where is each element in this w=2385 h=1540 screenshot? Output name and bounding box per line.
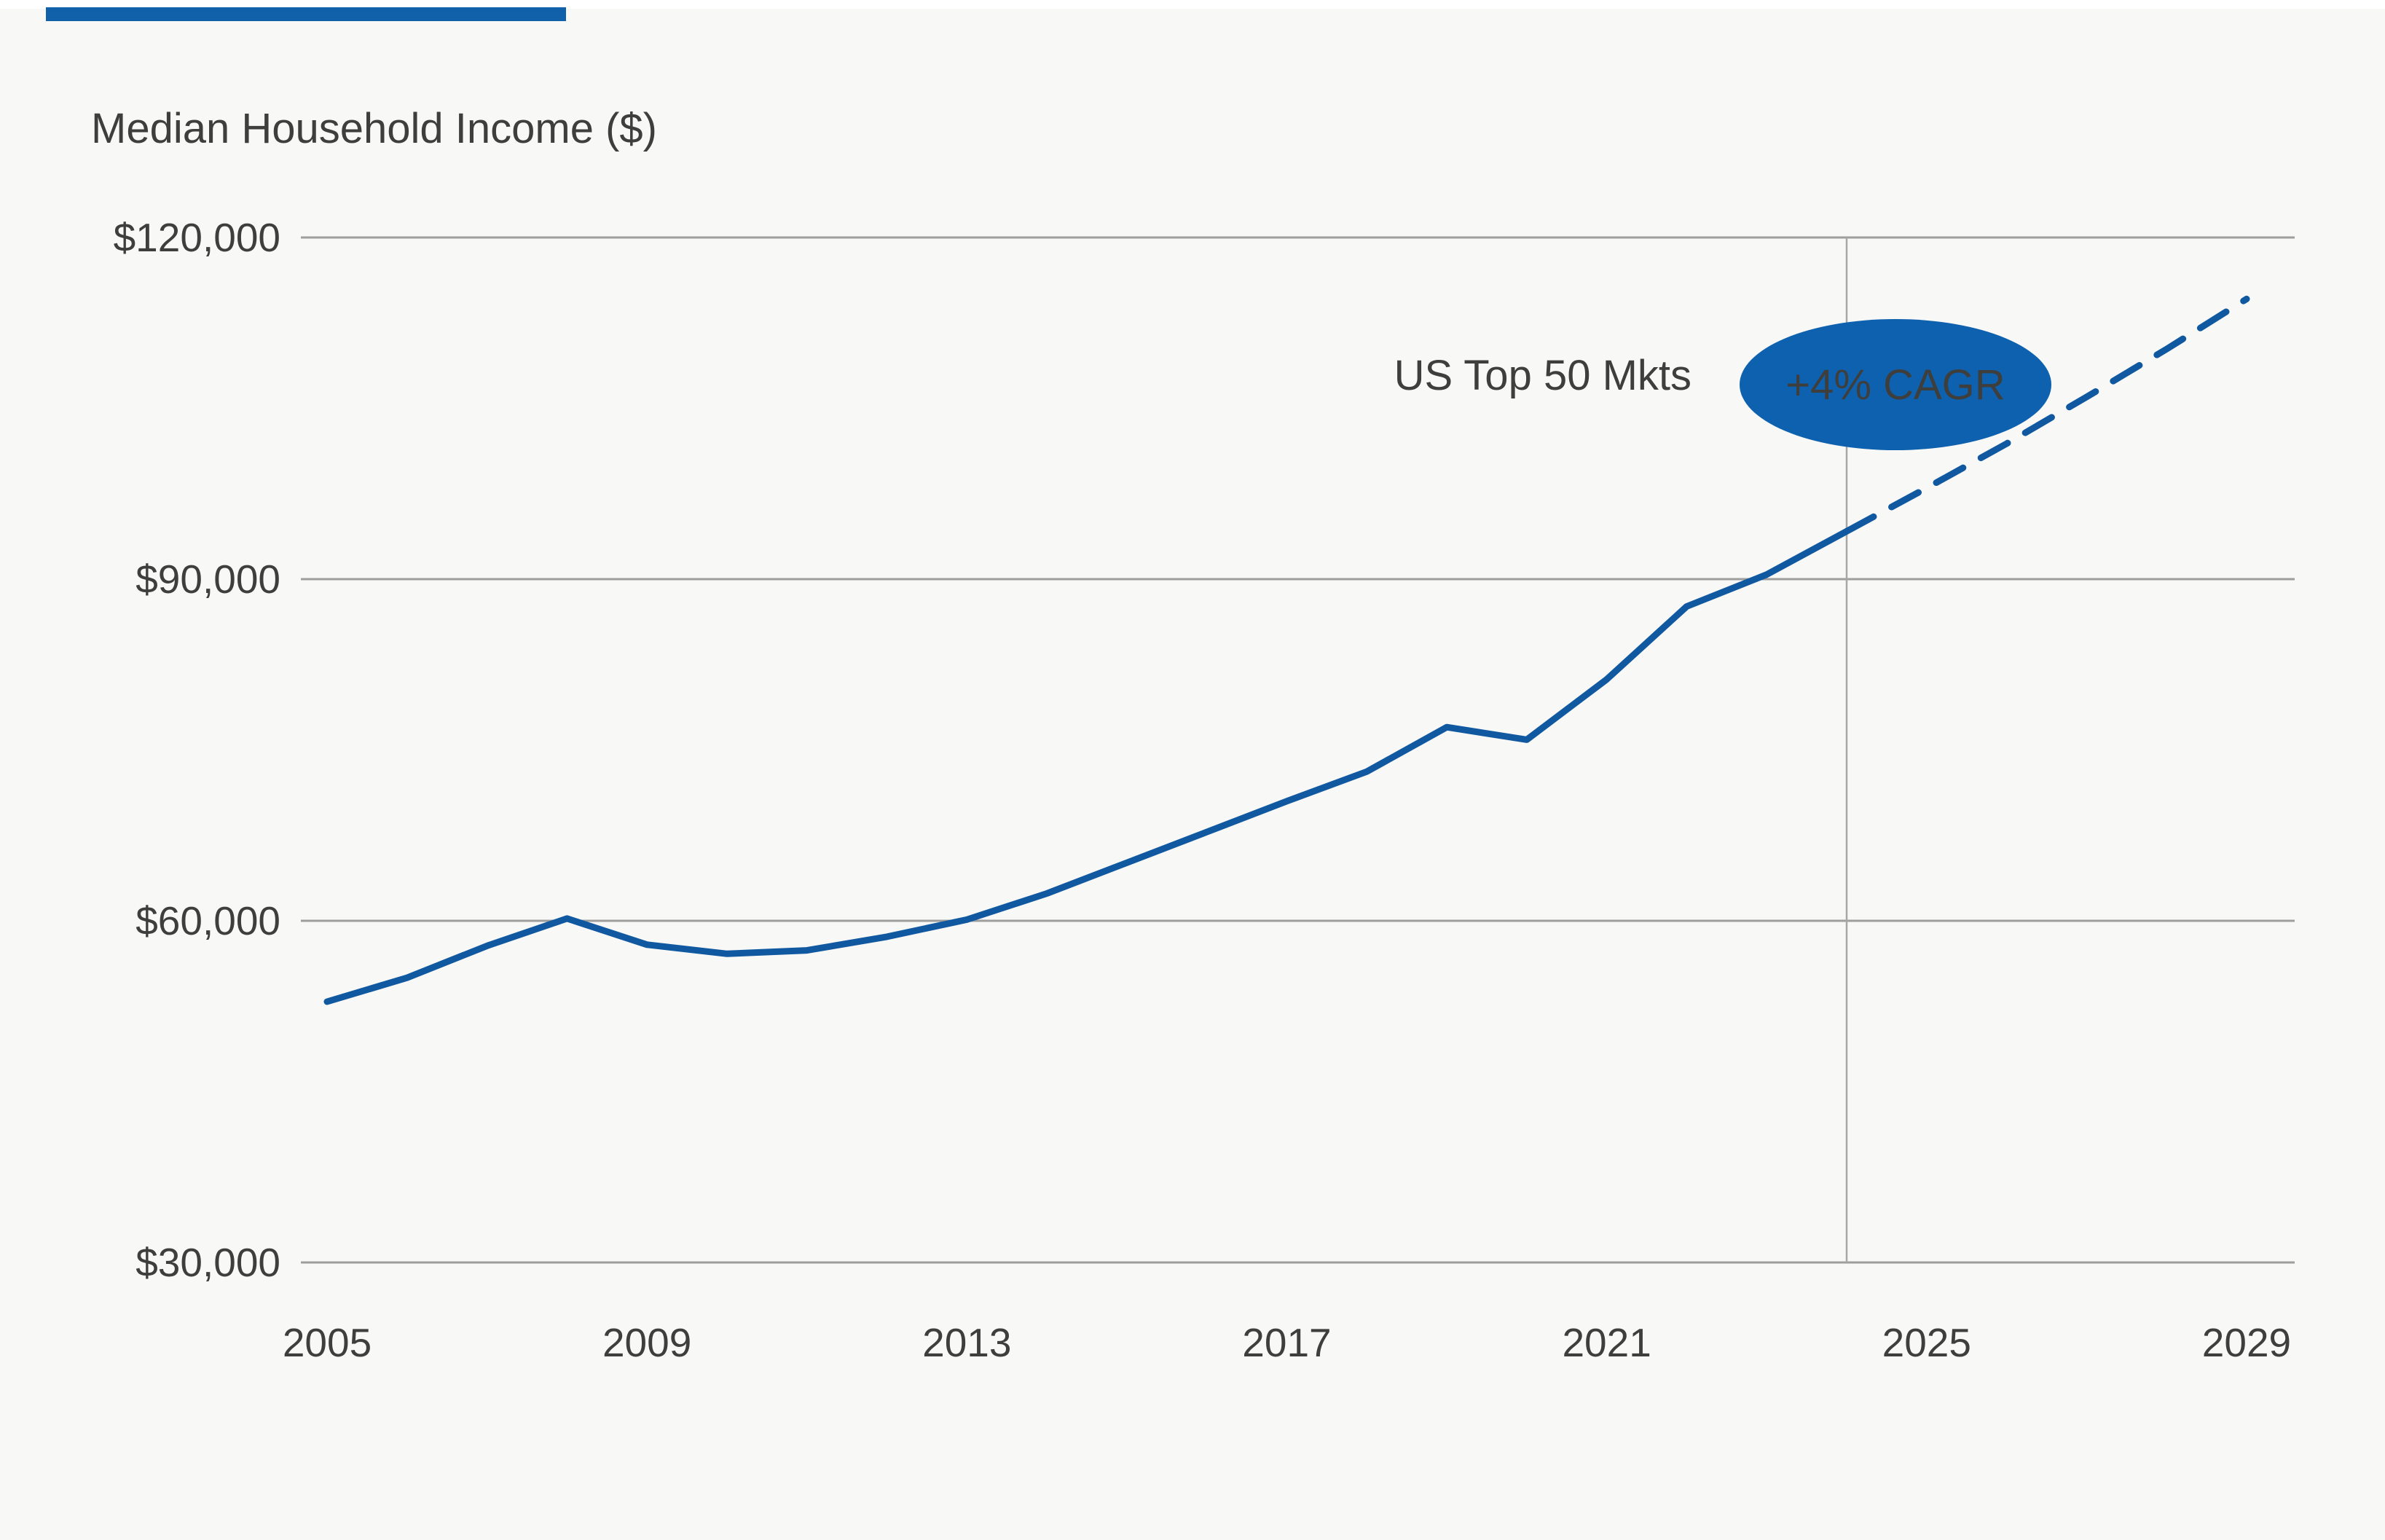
x-axis-labels: 2005 2009 2013 2017 2021 2025 2029: [283, 1320, 2291, 1365]
x-tick-label: 2029: [2202, 1320, 2291, 1365]
accent-bar: [46, 7, 566, 21]
x-tick-label: 2017: [1242, 1320, 1331, 1365]
gridlines: [301, 236, 2295, 1264]
x-tick-label: 2005: [283, 1320, 372, 1365]
series-lines: [323, 295, 2250, 1005]
forecast-line: [1843, 295, 2250, 535]
x-tick-label: 2021: [1562, 1320, 1651, 1365]
y-tick-label: $90,000: [135, 557, 280, 602]
x-tick-label: 2025: [1882, 1320, 1971, 1365]
y-axis-labels: $120,000 $90,000 $60,000 $30,000: [114, 215, 280, 1285]
top-white-strip: [0, 0, 2385, 9]
series-annotation-label: US Top 50 Mkts: [1394, 352, 1691, 399]
cagr-badge-label: +4% CAGR: [1785, 361, 2005, 409]
cagr-badge-ellipse: [1740, 319, 2051, 450]
y-tick-label: $120,000: [114, 215, 280, 260]
income-line: [323, 527, 1850, 1005]
chart-title: Median Household Income ($): [91, 105, 657, 152]
x-tick-label: 2013: [922, 1320, 1011, 1365]
y-tick-label: $60,000: [135, 898, 280, 943]
x-tick-label: 2009: [602, 1320, 691, 1365]
y-tick-label: $30,000: [135, 1240, 280, 1285]
